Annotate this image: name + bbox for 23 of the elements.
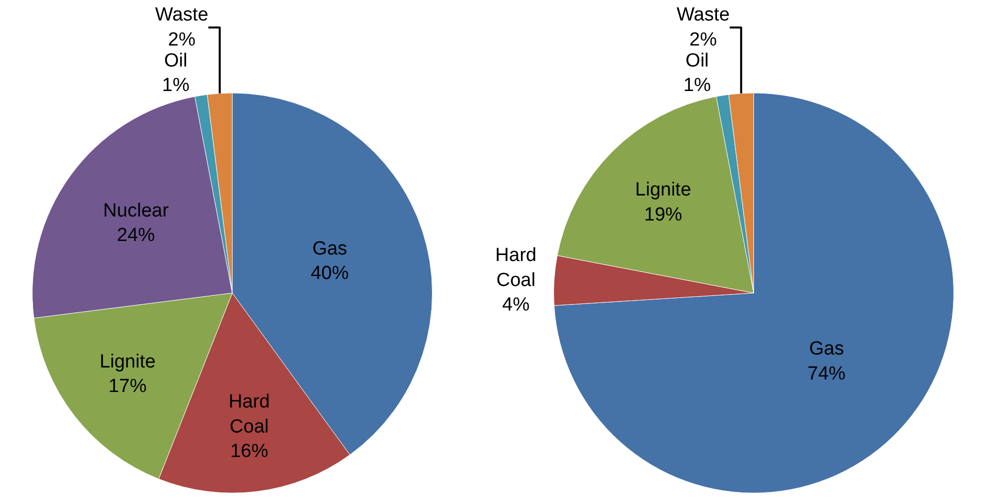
slice-label: Waste bbox=[676, 4, 730, 26]
slice-label: Waste bbox=[155, 4, 208, 26]
data-label: 17% bbox=[108, 376, 147, 398]
slice-label: Hard Coal bbox=[228, 392, 270, 438]
data-label: 1% bbox=[683, 75, 711, 96]
data-label: 2% bbox=[689, 29, 717, 50]
data-label: 19% bbox=[644, 204, 682, 226]
slice-label: Nuclear bbox=[103, 200, 170, 222]
data-label: 1% bbox=[162, 75, 190, 96]
data-label: 16% bbox=[230, 441, 268, 462]
data-label: 2% bbox=[168, 29, 196, 50]
slice-label: Lignite bbox=[635, 180, 692, 201]
slice-label: Hard Coal bbox=[495, 245, 536, 291]
data-label: 24% bbox=[116, 225, 156, 246]
slice-label: Gas bbox=[809, 338, 844, 360]
slice-label: Lignite bbox=[100, 351, 156, 372]
data-label: 74% bbox=[808, 363, 846, 384]
slice-label: Oil bbox=[164, 50, 188, 72]
slice-label: Oil bbox=[686, 50, 709, 72]
data-label: 40% bbox=[310, 263, 349, 284]
pie-slice bbox=[554, 92, 954, 494]
data-label: 4% bbox=[502, 294, 530, 316]
slice-label: Gas bbox=[312, 238, 348, 260]
